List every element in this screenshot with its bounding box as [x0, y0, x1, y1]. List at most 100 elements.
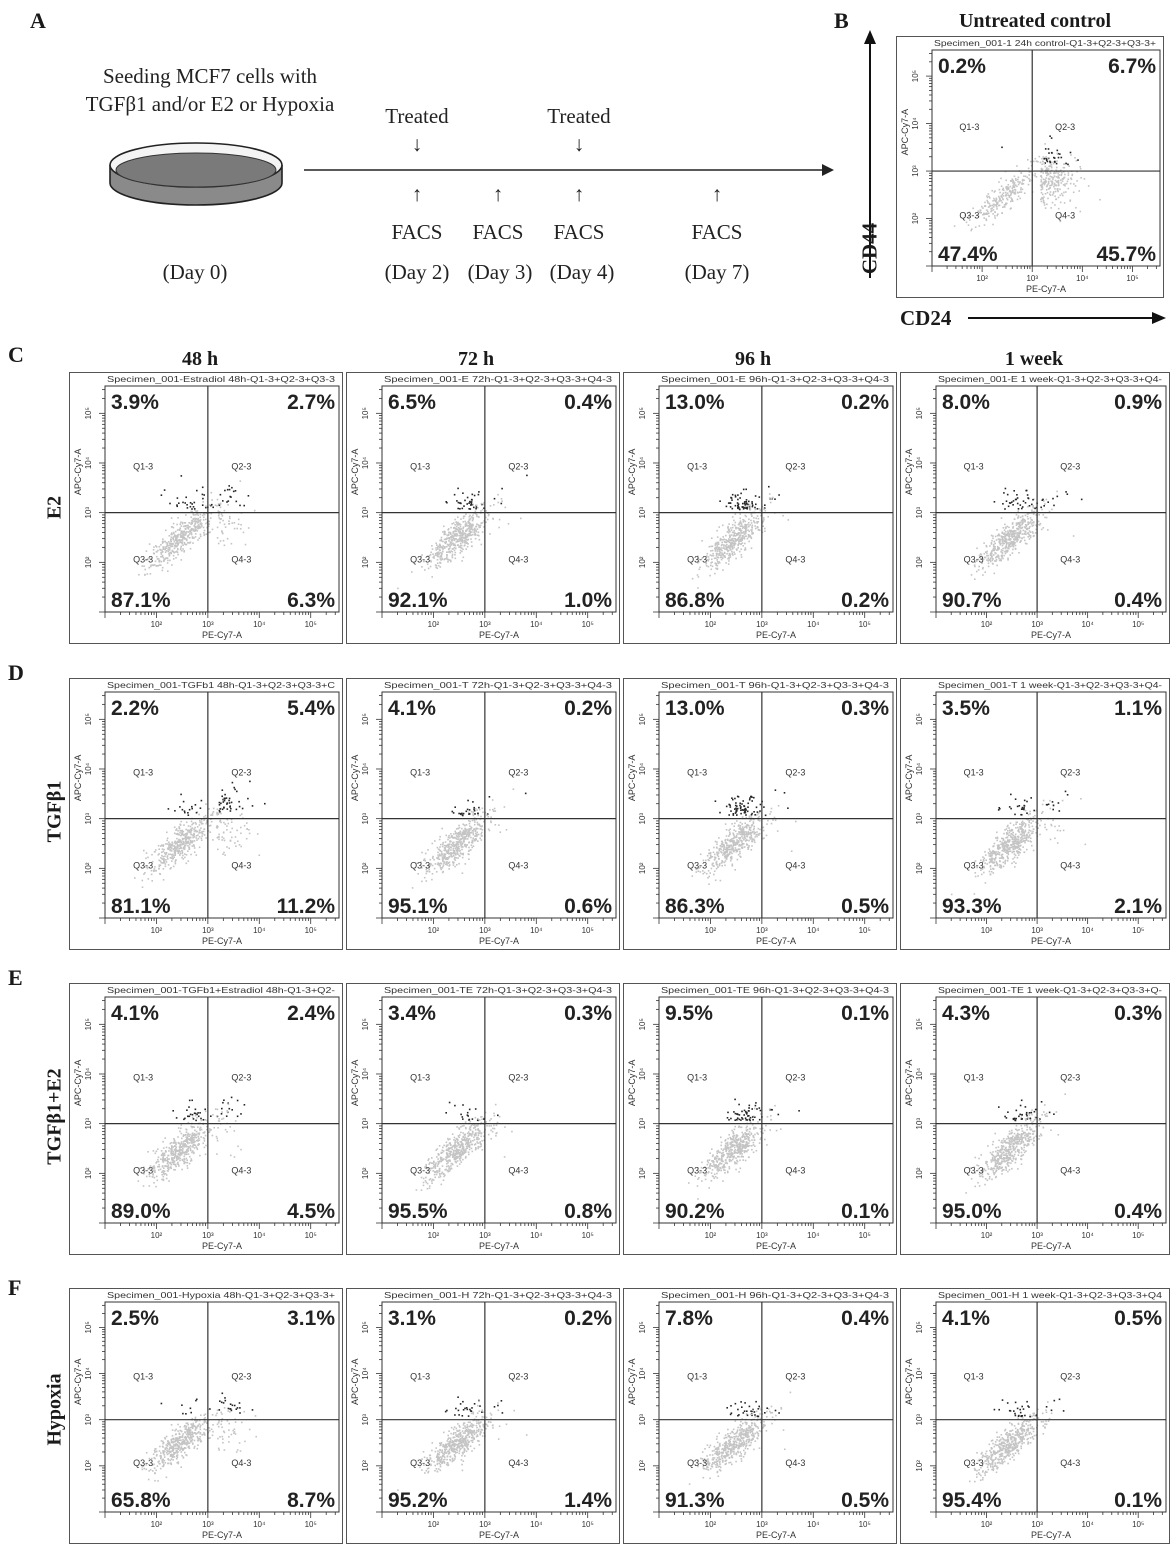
event-dot — [1032, 532, 1034, 534]
event-dot — [181, 851, 184, 854]
event-dot — [472, 832, 474, 834]
event-dot — [778, 494, 780, 496]
panel-a-schematic — [109, 142, 834, 206]
event-dot — [741, 809, 744, 811]
scatter-cloud — [691, 789, 797, 885]
event-dot — [449, 541, 452, 543]
event-dot — [1065, 491, 1067, 493]
event-dot — [234, 836, 237, 838]
event-dot — [1006, 493, 1009, 496]
event-dot — [450, 550, 452, 552]
event-dot — [750, 512, 753, 515]
event-dot — [462, 534, 464, 537]
event-dot — [1015, 522, 1018, 524]
event-dot — [442, 531, 444, 533]
event-dot — [738, 845, 740, 847]
event-dot — [979, 209, 982, 212]
event-dot — [173, 850, 176, 853]
event-dot — [1045, 171, 1047, 173]
event-dot — [998, 195, 1000, 198]
event-dot — [423, 876, 426, 879]
event-dot — [170, 552, 173, 555]
event-dot — [177, 840, 179, 843]
event-dot — [734, 804, 737, 807]
event-dot — [1010, 193, 1012, 196]
event-dot — [727, 540, 730, 542]
event-dot — [457, 507, 459, 510]
event-dot — [756, 522, 758, 524]
event-dot — [731, 539, 733, 541]
event-dot — [751, 502, 753, 505]
event-dot — [1049, 184, 1051, 187]
event-dot — [1043, 180, 1046, 183]
event-dot — [772, 819, 774, 821]
event-dot — [178, 826, 180, 828]
event-dot — [452, 837, 454, 839]
event-dot — [434, 840, 436, 842]
event-dot — [1064, 173, 1066, 176]
event-dot — [152, 564, 155, 567]
gate-label-q3: Q3-3 — [133, 860, 153, 870]
event-dot — [176, 504, 178, 506]
event-dot — [743, 501, 746, 503]
event-dot — [1059, 194, 1062, 197]
event-dot — [173, 531, 175, 534]
quadrant-q1-percent: 3.9% — [111, 391, 159, 414]
event-dot — [169, 843, 171, 845]
event-dot — [452, 847, 455, 850]
event-dot — [194, 804, 197, 806]
event-dot — [453, 850, 456, 852]
event-dot — [453, 537, 455, 540]
event-dot — [432, 855, 434, 858]
event-dot — [456, 838, 459, 841]
event-dot — [206, 526, 208, 529]
event-dot — [487, 815, 490, 818]
event-dot — [470, 504, 472, 506]
event-dot — [1024, 519, 1026, 522]
event-dot — [464, 831, 467, 834]
event-dot — [729, 828, 731, 830]
event-dot — [443, 861, 446, 863]
event-dot — [953, 225, 956, 227]
event-dot — [1047, 188, 1050, 190]
event-dot — [458, 540, 460, 542]
event-dot — [438, 549, 441, 551]
y-tick-label: 10² — [911, 212, 920, 224]
event-dot — [231, 486, 233, 489]
event-dot — [1028, 174, 1030, 176]
event-dot — [1029, 521, 1032, 523]
plot-header: Specimen_001-T 72h-Q1-3+Q2-3+Q3-3+Q4-3 — [384, 680, 612, 690]
event-dot — [191, 807, 193, 810]
event-dot — [1074, 185, 1077, 187]
event-dot — [740, 492, 742, 495]
event-dot — [219, 811, 221, 813]
event-dot — [198, 526, 200, 529]
event-dot — [979, 211, 981, 214]
event-dot — [464, 525, 467, 527]
event-dot — [458, 522, 460, 525]
event-dot — [1007, 531, 1010, 534]
event-dot — [1057, 196, 1060, 199]
event-dot — [181, 536, 183, 538]
event-dot — [458, 850, 461, 852]
event-dot — [729, 806, 732, 808]
event-dot — [721, 845, 724, 848]
x-tick-label: 10⁵ — [1126, 274, 1138, 283]
event-dot — [748, 826, 751, 829]
event-dot — [699, 866, 702, 868]
event-dot — [1047, 173, 1049, 176]
event-dot — [1016, 185, 1018, 188]
event-dot — [1031, 531, 1034, 533]
event-dot — [750, 536, 752, 539]
event-dot — [471, 533, 474, 536]
event-dot — [457, 843, 459, 845]
event-dot — [457, 857, 459, 859]
event-dot — [458, 845, 460, 848]
event-dot — [1001, 531, 1004, 533]
event-dot — [160, 551, 162, 554]
event-dot — [742, 830, 744, 832]
event-dot — [162, 845, 164, 847]
event-dot — [178, 838, 180, 841]
event-dot — [177, 517, 179, 519]
event-dot — [739, 807, 742, 809]
